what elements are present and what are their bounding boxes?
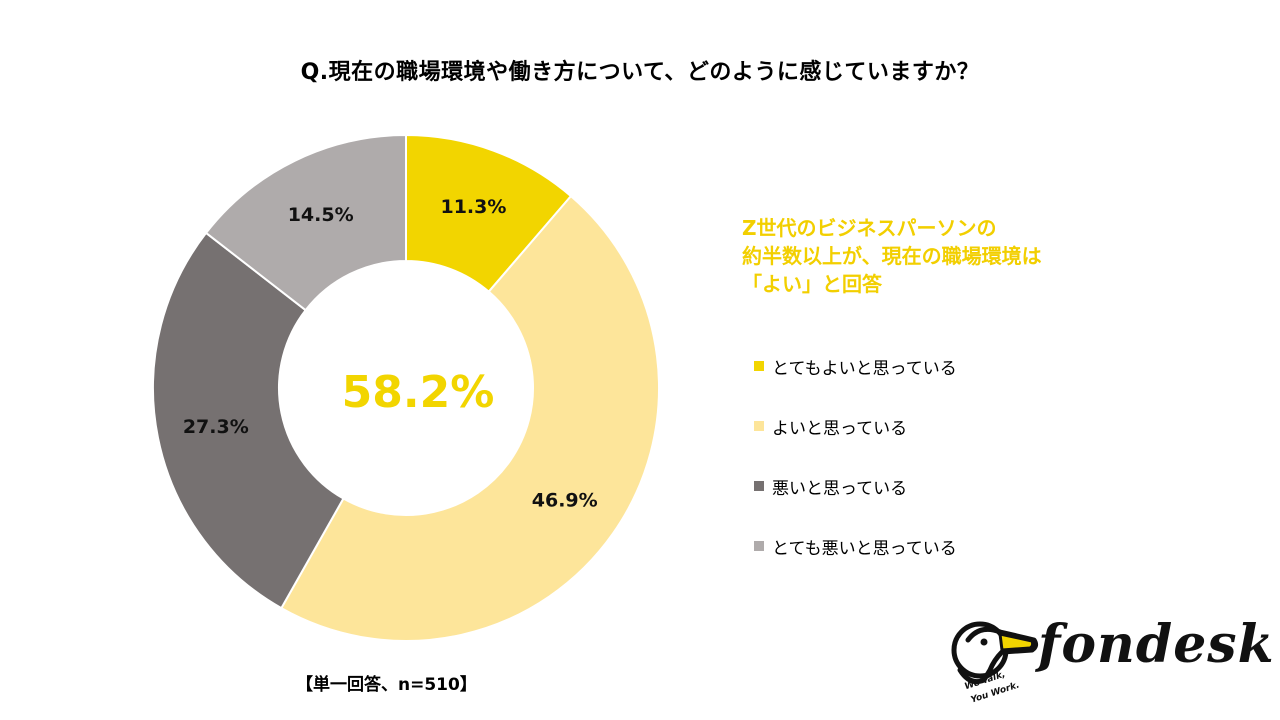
legend-item-good: よいと思っている	[754, 416, 957, 439]
legend-swatch-good	[754, 421, 764, 431]
legend-swatch-bad	[754, 481, 764, 491]
slice-label-bad: 27.3%	[183, 416, 249, 438]
headline-line-2: 約半数以上が、現在の職場環境は	[742, 244, 1042, 268]
headline-line-3: 「よい」と回答	[742, 272, 882, 296]
slice-label-very-bad: 14.5%	[288, 204, 354, 226]
headline-callout: Z世代のビジネスパーソンの 約半数以上が、現在の職場環境は 「よい」と回答	[742, 214, 1162, 298]
slice-label-good: 46.9%	[532, 490, 598, 512]
legend-label: 悪いと思っている	[772, 478, 908, 499]
slice-bad	[152, 231, 345, 610]
slice-very-bad	[204, 133, 407, 312]
legend-swatch-very-bad	[754, 541, 764, 551]
legend-item-bad: 悪いと思っている	[754, 476, 957, 499]
donut-chart: 11.3% 46.9% 27.3% 14.5% 58.2%	[152, 133, 660, 642]
slice-label-very-good: 11.3%	[440, 196, 506, 218]
legend-label: とても悪いと思っている	[772, 538, 957, 559]
chart-title: Q.現在の職場環境や働き方について、どのように感じていますか？	[300, 60, 980, 85]
center-total-label: 58.2%	[342, 367, 495, 418]
headline-line-1: Z世代のビジネスパーソンの	[742, 216, 997, 240]
legend-label: よいと思っている	[772, 418, 908, 439]
pelican-mascot-icon	[951, 621, 1039, 685]
sample-note: 【単一回答、n=510】	[296, 675, 477, 695]
legend: とてもよいと思っている よいと思っている 悪いと思っている とても悪いと思ってい…	[754, 356, 957, 596]
legend-label: とてもよいと思っている	[772, 358, 957, 379]
fondesk-logo: fondesk We Talk, You Work.	[950, 610, 1274, 706]
legend-swatch-very-good	[754, 361, 764, 371]
legend-item-very-bad: とても悪いと思っている	[754, 536, 957, 559]
logo-wordmark: fondesk	[1038, 614, 1275, 675]
legend-item-very-good: とてもよいと思っている	[754, 356, 957, 379]
slice-good	[279, 194, 660, 642]
